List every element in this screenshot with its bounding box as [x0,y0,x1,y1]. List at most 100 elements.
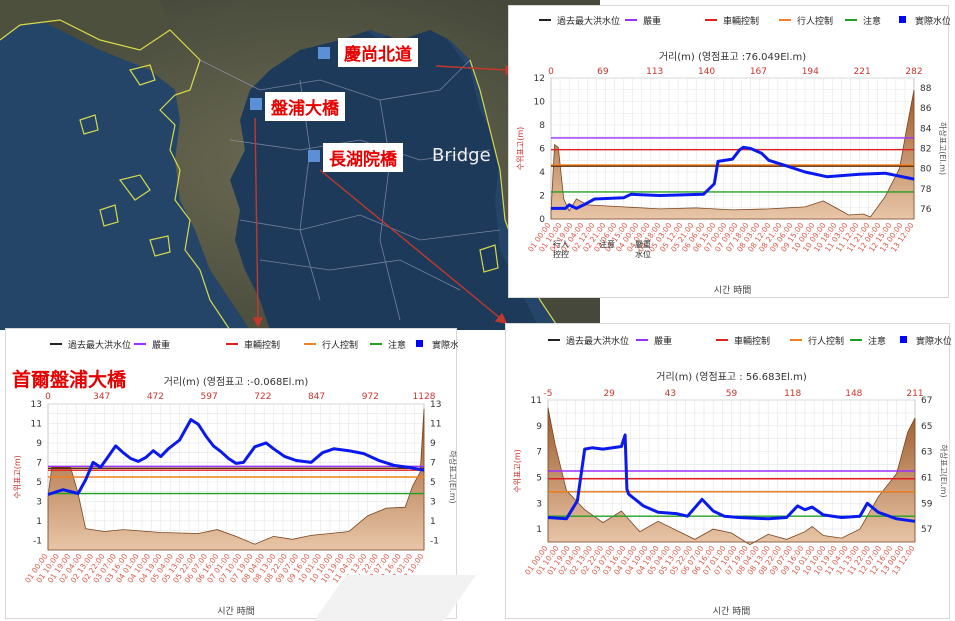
y-left-label: 수위표고(m) [513,449,522,492]
legend-label: 行人控制 [322,339,358,351]
legend-label: 實際水位 [915,15,950,27]
top-tick: 347 [93,392,110,402]
y-left-tick: 0 [539,215,545,225]
y-left-tick: 11 [531,396,542,406]
y-right-tick: 5 [430,478,436,488]
legend-label: 車輛控制 [734,335,770,347]
legend-label: 實際水位 [916,335,951,347]
riverbed-area [47,408,425,551]
x-axis-label: 시간 時間 [714,285,751,296]
top-tick: 282 [905,67,922,77]
y-right-label: 하상표고(El.m) [448,450,458,503]
y-left-tick: 6 [539,145,545,155]
chart-top-title: 거리(m) (영점표고 :76.049El.m) [659,51,806,63]
top-tick: 59 [726,389,738,399]
y-left-tick: 5 [536,473,542,483]
legend-label: 注意 [388,339,406,351]
y-right-tick: 78 [920,185,932,195]
top-tick: 194 [802,67,819,77]
y-right-tick: 82 [920,145,931,155]
y-right-tick: -1 [430,536,439,546]
y-right-tick: 61 [921,473,932,483]
y-right-tick: 88 [920,84,932,94]
y-right-tick: 80 [920,165,932,175]
y-right-label: 하상표고(El.m) [939,444,949,497]
top-tick: 0 [548,67,554,77]
top-tick: 847 [308,392,325,402]
riverbed-area [547,407,916,546]
y-right-tick: 86 [920,104,932,114]
top-tick: 148 [845,389,862,399]
x-axis-label: 시간 時間 [217,606,254,617]
legend-swatch [900,336,907,343]
legend-label: 過去最大洪水位 [566,335,629,347]
y-left-tick: 1 [536,525,542,535]
actual-water-level-line [551,145,915,210]
chart-panel-janghowon: 過去最大洪水位 嚴重 車輛控制 行人控制 注意 實際水位 거리(m) (영점표고 : 56.… [505,323,951,619]
top-tick: 118 [784,389,801,399]
chart-panel-gyeongsang: 過去最大洪水位 嚴重 車輛控制 行人控制 注意 實際水位 거리(m) (영점표고 :76.0… [508,5,950,298]
chart-svg: 過去最大洪水位 嚴重 車輛控制 行人控制 注意 實際水位 거리(m) (영점표고 : 56.… [513,335,951,617]
y-right-tick: 1 [430,517,436,527]
y-left-tick: 1 [36,517,42,527]
chart-panel-seoul-banpo: 過去最大洪水位 嚴重 車輛控制 行人控制 注意 實際水位 거리(m) (영점표고 :-0.0… [5,328,458,619]
top-tick: 0 [45,392,51,402]
marker-icon [250,98,262,110]
actual-water-level-line [47,418,425,496]
actual-water-level-line [547,433,916,523]
y-left-tick: 2 [539,192,545,202]
legend-label: 注意 [863,15,881,27]
legend-label: 車輛控制 [723,15,759,27]
y-left-tick: 11 [31,419,42,429]
chart-top-title: 거리(m) (영점표고 : 56.683El.m) [656,371,807,383]
y-left-tick: 10 [534,98,546,108]
top-tick: 722 [254,392,271,402]
legend-label: 過去最大洪水位 [557,15,620,27]
map-north-land [0,0,170,50]
top-tick: 472 [147,392,164,402]
top-tick: 1128 [413,392,436,402]
legend-label: 行人控制 [808,335,844,347]
y-right-tick: 11 [430,419,441,429]
marker-icon [308,150,320,162]
legend-swatch [899,16,906,23]
top-tick: 597 [201,392,218,402]
y-right-tick: 57 [921,525,932,535]
label-bridge: Bridge [432,145,491,166]
legend-label: 注意 [868,335,886,347]
top-tick: -5 [544,389,553,399]
y-left-tick: 8 [539,121,545,131]
y-left-tick: -1 [33,536,42,546]
top-tick: 69 [597,67,609,77]
top-tick: 221 [854,67,871,77]
y-right-tick: 9 [430,439,436,449]
label-banpo: 盤浦大橋 [265,92,345,121]
y-left-tick: 12 [534,74,545,84]
legend-label: 行人控制 [797,15,833,27]
riverbed-area [550,90,915,220]
label-gyeongsang: 慶尚北道 [338,38,418,67]
y-left-tick: 9 [536,422,542,432]
y-right-tick: 63 [921,448,932,458]
top-tick: 140 [698,67,715,77]
x-axis-label: 시간 時間 [713,606,750,617]
y-left-tick: 7 [36,458,42,468]
y-right-tick: 3 [430,497,436,507]
legend-label: 嚴重 [654,335,672,347]
top-tick: 972 [362,392,379,402]
y-right-label: 하상표고(El.m) [938,122,948,175]
threshold-annotation: 嚴重 [635,239,651,249]
threshold-annotation: 注意 [599,239,615,249]
threshold-annotation: 水位 [635,249,651,259]
legend-label: 嚴重 [643,15,661,27]
y-right-tick: 76 [920,205,932,215]
legend-label: 實際水位 [432,339,458,351]
marker-icon [318,47,330,59]
map-borders [199,59,501,321]
y-right-tick: 13 [430,400,441,410]
top-tick: 43 [665,389,676,399]
y-left-tick: 7 [536,448,542,458]
y-left-tick: 5 [36,478,42,488]
legend-label: 嚴重 [152,339,170,351]
